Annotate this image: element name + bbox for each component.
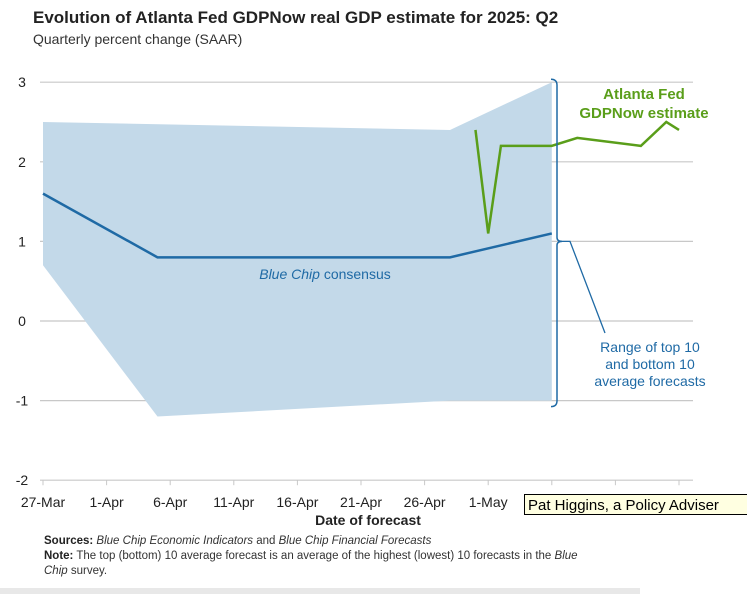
tooltip: Pat Higgins, a Policy Adviser (524, 494, 747, 515)
chart: 3 2 1 0 -1 -2 27-Mar 1-Apr 6-Apr 11-Apr 16-Apr 21-A… (16, 74, 709, 528)
y-tick-label: -1 (16, 393, 29, 409)
x-tick-label: 6-Apr (153, 494, 188, 510)
sources-line: Sources: Blue Chip Economic Indicators a… (44, 535, 432, 547)
horizontal-scrollbar[interactable] (0, 588, 640, 594)
range-label: average forecasts (594, 373, 705, 389)
x-tick-label: 27-Mar (21, 494, 66, 510)
x-tick-label: 1-May (469, 494, 508, 510)
x-tick-label: 26-Apr (404, 494, 446, 510)
range-bracket (550, 78, 563, 408)
gdpnow-label: Atlanta Fed (603, 86, 685, 103)
y-tick-label: 1 (18, 233, 26, 249)
blue-chip-line (42, 192, 553, 259)
x-tick-label: 21-Apr (340, 494, 382, 510)
x-tick-label: 11-Apr (213, 494, 254, 510)
x-tick-label: 1-Apr (89, 494, 124, 510)
chart-title: Evolution of Atlanta Fed GDPNow real GDP… (33, 8, 559, 27)
range-band (43, 82, 552, 417)
blue-chip-label: Blue Chip consensus (259, 266, 391, 282)
range-label: Range of top 10 (600, 339, 700, 355)
x-tick-label: 16-Apr (276, 494, 318, 510)
y-tick-label: 3 (18, 74, 26, 90)
x-axis-label: Date of forecast (315, 512, 421, 528)
y-tick-label: -2 (16, 472, 29, 488)
gdpnow-label: GDPNow estimate (579, 105, 708, 122)
chart-notes: Sources: Blue Chip Economic Indicators a… (44, 534, 604, 579)
note-line: Note: The top (bottom) 10 average foreca… (44, 550, 578, 577)
y-tick-label: 0 (18, 313, 26, 329)
callout-line (562, 240, 606, 334)
chart-subtitle: Quarterly percent change (SAAR) (33, 31, 243, 47)
range-label: and bottom 10 (605, 356, 695, 372)
y-tick-label: 2 (18, 154, 26, 170)
gdpnow-line (474, 120, 680, 234)
